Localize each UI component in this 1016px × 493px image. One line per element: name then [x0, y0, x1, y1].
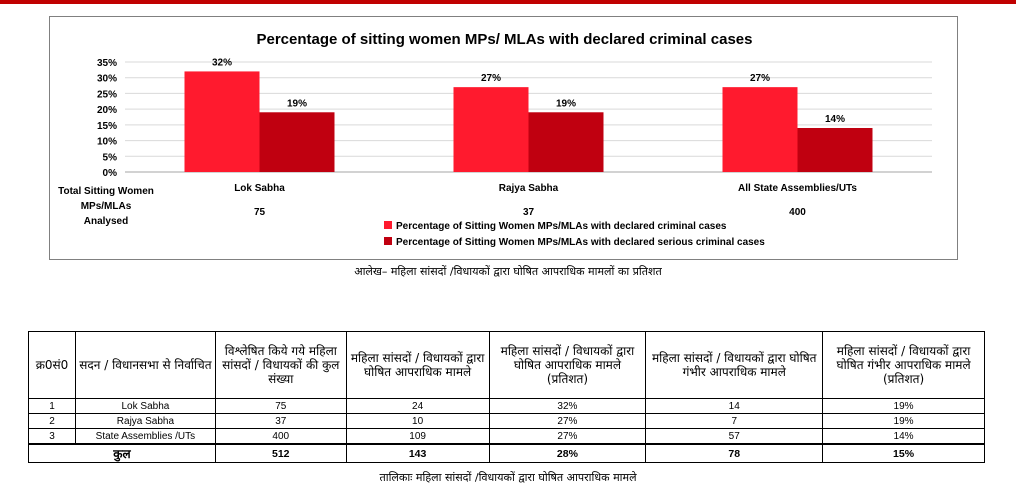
- total-criminal-pct: 28%: [488, 443, 647, 463]
- data-label: 27%: [750, 73, 770, 84]
- bar-criminal: [453, 87, 529, 172]
- cell-analysed: 400: [214, 428, 347, 445]
- cell-criminal-pct: 27%: [488, 413, 647, 429]
- legend-label: Percentage of Sitting Women MPs/MLAs wit…: [396, 221, 727, 232]
- cell-serious: 7: [645, 413, 824, 429]
- chart-panel: Percentage of sitting women MPs/ MLAs wi…: [49, 16, 958, 260]
- analysed-row-label: Total Sitting Women: [58, 186, 154, 197]
- y-tick-label: 30%: [97, 74, 117, 85]
- cell-criminal-pct: 27%: [488, 428, 647, 445]
- data-label: 19%: [287, 98, 307, 109]
- legend-swatch: [384, 237, 392, 245]
- x-category-label: Lok Sabha: [234, 183, 285, 194]
- cell-criminal: 109: [345, 428, 490, 445]
- x-category-label: Rajya Sabha: [499, 183, 559, 194]
- data-label: 19%: [556, 98, 576, 109]
- y-tick-label: 10%: [97, 137, 117, 148]
- header-serious-pct: महिला सांसदों / विधायकों द्वारा घोषित गं…: [822, 331, 985, 399]
- analysed-row-label: MPs/MLAs: [81, 201, 132, 212]
- table-total-row: कुल 512 143 28% 78 15%: [28, 443, 985, 463]
- cell-criminal-pct: 32%: [488, 398, 647, 414]
- data-label: 27%: [481, 73, 501, 84]
- bar-criminal: [722, 87, 798, 172]
- analysed-count: 75: [254, 207, 266, 218]
- total-serious-pct: 15%: [822, 443, 985, 463]
- cell-serious-pct: 19%: [822, 398, 985, 414]
- table-row: 1 Lok Sabha 75 24 32% 14 19%: [28, 398, 985, 414]
- analysed-count: 37: [523, 207, 535, 218]
- data-label: 14%: [825, 114, 845, 125]
- cell-analysed: 37: [214, 413, 347, 429]
- total-serious: 78: [645, 443, 824, 463]
- analysed-count: 400: [789, 207, 806, 218]
- header-criminal-cases: महिला सांसदों / विधायकों द्वारा घोषित आप…: [345, 331, 490, 399]
- cell-serial: 1: [28, 398, 76, 414]
- data-table: क्र0सं0 सदन / विधानसभा से निर्वाचित विश्…: [28, 331, 985, 463]
- table-row: 3 State Assemblies /UTs 400 109 27% 57 1…: [28, 428, 985, 445]
- y-tick-label: 15%: [97, 121, 117, 132]
- y-tick-label: 35%: [97, 58, 117, 69]
- header-serial: क्र0सं0: [28, 331, 76, 399]
- y-tick-label: 0%: [103, 168, 118, 179]
- bar-serious: [528, 112, 604, 172]
- header-criminal-pct: महिला सांसदों / विधायकों द्वारा घोषित आप…: [488, 331, 647, 399]
- table-caption: तालिकाः महिला सांसदों /विधायकों द्वारा घ…: [379, 471, 637, 484]
- cell-house: Lok Sabha: [74, 398, 216, 414]
- legend-label: Percentage of Sitting Women MPs/MLAs wit…: [396, 237, 765, 248]
- cell-serious-pct: 14%: [822, 428, 985, 445]
- x-category-label: All State Assemblies/UTs: [738, 183, 857, 194]
- cell-serious: 14: [645, 398, 824, 414]
- cell-house: State Assemblies /UTs: [74, 428, 216, 445]
- header-analysed: विश्लेषित किये गये महिला सांसदों / विधाय…: [214, 331, 347, 399]
- y-tick-label: 20%: [97, 105, 117, 116]
- cell-criminal: 10: [345, 413, 490, 429]
- bar-serious: [259, 112, 335, 172]
- cell-criminal: 24: [345, 398, 490, 414]
- table-row: 2 Rajya Sabha 37 10 27% 7 19%: [28, 413, 985, 429]
- bar-criminal: [184, 71, 260, 172]
- cell-house: Rajya Sabha: [74, 413, 216, 429]
- top-accent-bar: [0, 0, 1016, 4]
- total-label: कुल: [28, 443, 216, 463]
- total-criminal: 143: [345, 443, 490, 463]
- bar-chart: 0% 5% 10% 15% 20% 25% 30% 35% 32% 19% Lok Sabha 75 2…: [58, 57, 932, 248]
- bar-serious: [797, 128, 873, 172]
- total-analysed: 512: [214, 443, 347, 463]
- legend-swatch: [384, 221, 392, 229]
- cell-serial: 2: [28, 413, 76, 429]
- cell-analysed: 75: [214, 398, 347, 414]
- cell-serious: 57: [645, 428, 824, 445]
- header-house: सदन / विधानसभा से निर्वाचित: [74, 331, 216, 399]
- table-header-row: क्र0सं0 सदन / विधानसभा से निर्वाचित विश्…: [28, 331, 985, 399]
- data-label: 32%: [212, 57, 232, 68]
- chart-caption: आलेख– महिला सांसदों /विधायकों द्वारा घोष…: [354, 265, 662, 278]
- chart-title: Percentage of sitting women MPs/ MLAs wi…: [256, 31, 753, 48]
- cell-serial: 3: [28, 428, 76, 445]
- header-serious-cases: महिला सांसदों / विधायकों द्वारा घोषित गं…: [645, 331, 824, 399]
- y-tick-label: 5%: [103, 152, 118, 163]
- y-tick-label: 25%: [97, 89, 117, 100]
- analysed-row-label: Analysed: [84, 216, 128, 227]
- cell-serious-pct: 19%: [822, 413, 985, 429]
